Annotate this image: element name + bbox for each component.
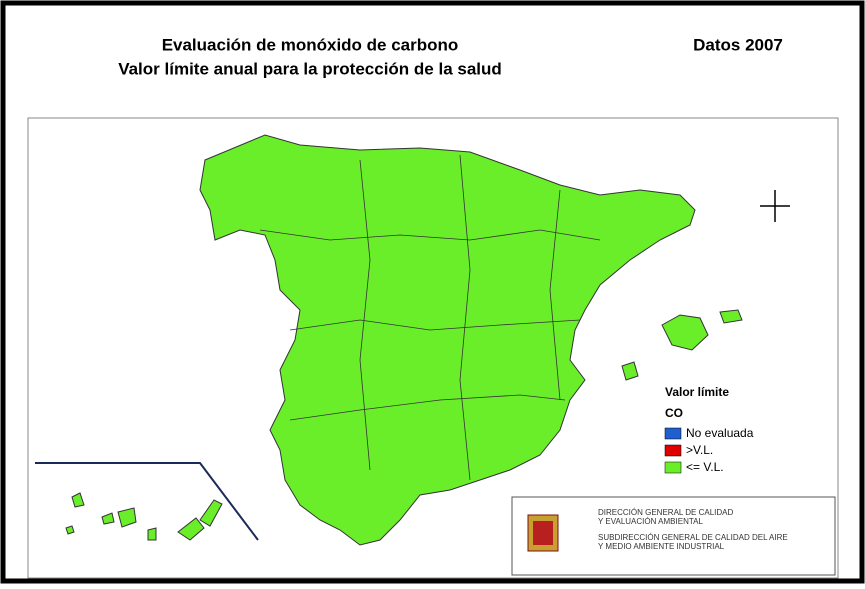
legend-label: No evaluada [686, 426, 754, 440]
map-page: Evaluación de monóxido de carbono Valor … [0, 0, 865, 584]
date-label: Datos 2007 [693, 35, 783, 54]
menorca [720, 310, 742, 323]
legend-swatch [665, 462, 681, 473]
footer-line: Y EVALUACIÓN AMBIENTAL [598, 517, 703, 526]
footer-line: SUBDIRECCIÓN GENERAL DE CALIDAD DEL AIRE [598, 533, 788, 542]
canary [148, 528, 156, 540]
canary [66, 526, 74, 534]
crest-inner [533, 521, 553, 545]
legend-title: Valor límite [665, 385, 729, 399]
legend-swatch [665, 445, 681, 456]
legend-label: >V.L. [686, 443, 713, 457]
legend-pollutant: CO [665, 406, 683, 420]
footer-line: DIRECCIÓN GENERAL DE CALIDAD [598, 508, 734, 517]
crest [528, 515, 558, 551]
legend-swatch [665, 428, 681, 439]
footer-line: Y MEDIO AMBIENTE INDUSTRIAL [598, 542, 725, 551]
title-line: Valor límite anual para la protección de… [118, 59, 502, 78]
title-line: Evaluación de monóxido de carbono [162, 35, 459, 54]
legend-label: <= V.L. [686, 460, 724, 474]
